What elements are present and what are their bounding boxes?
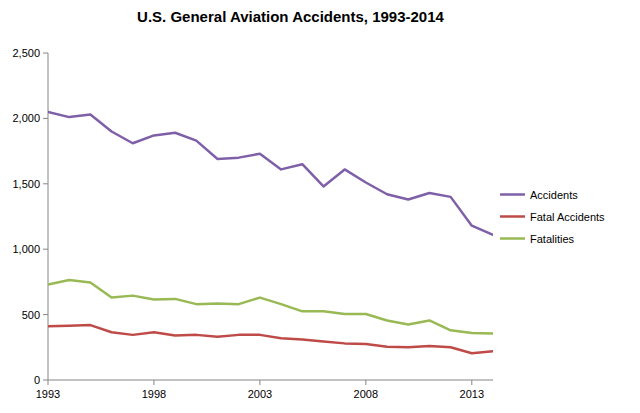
- x-tick: [259, 380, 260, 385]
- x-tick-label: 2008: [354, 388, 378, 400]
- x-tick: [48, 380, 49, 385]
- x-tick-label: 2013: [460, 388, 484, 400]
- series-line: [48, 112, 493, 235]
- y-tick-label: 0: [34, 374, 40, 386]
- legend-swatch: [500, 193, 525, 196]
- y-tick: [43, 249, 48, 250]
- y-tick-label: 1,000: [12, 243, 40, 255]
- y-tick: [43, 118, 48, 119]
- x-tick-label: 2003: [248, 388, 272, 400]
- x-tick: [471, 380, 472, 385]
- title: U.S. General Aviation Accidents, 1993-20…: [137, 8, 444, 25]
- series-line: [48, 280, 493, 334]
- y-tick-label: 500: [22, 309, 40, 321]
- x-tick-label: 1998: [142, 388, 166, 400]
- legend-label: Fatal Accidents: [530, 211, 605, 223]
- legend-swatch: [500, 237, 525, 240]
- series-line: [48, 325, 493, 353]
- y-tick: [43, 53, 48, 54]
- y-tick: [43, 314, 48, 315]
- plot-area: [48, 112, 493, 353]
- x-tick-label: 1993: [36, 388, 60, 400]
- chart: U.S. General Aviation Accidents, 1993-20…: [0, 0, 640, 413]
- legend-label: Accidents: [530, 189, 578, 201]
- y-tick-label: 1,500: [12, 178, 40, 190]
- x-tick: [365, 380, 366, 385]
- legend-swatch: [500, 215, 525, 218]
- y-tick-label: 2,000: [12, 112, 40, 124]
- legend-label: Fatalities: [530, 233, 575, 245]
- y-tick: [43, 380, 48, 381]
- y-tick: [43, 183, 48, 184]
- y-axis: [48, 53, 49, 380]
- y-tick-label: 2,500: [12, 47, 40, 59]
- x-tick: [153, 380, 154, 385]
- x-axis: [48, 380, 493, 381]
